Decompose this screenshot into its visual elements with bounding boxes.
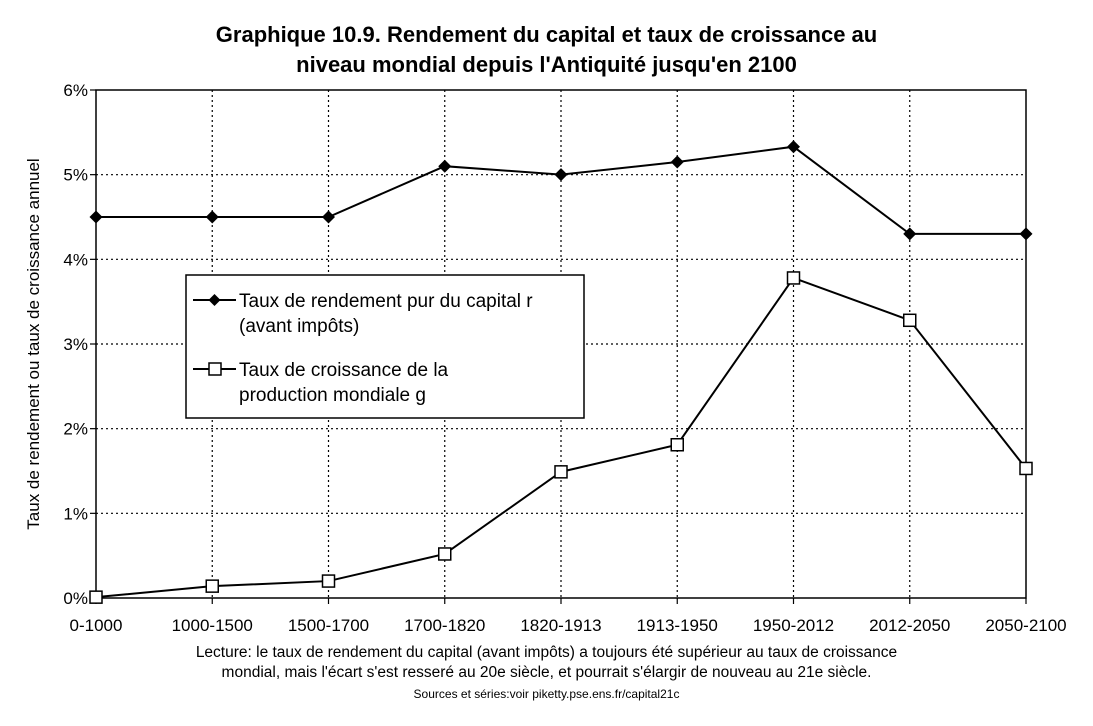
x-tick-label: 2050-2100 (985, 616, 1066, 635)
data-point-diamond (322, 210, 335, 224)
y-tick-label: 6% (63, 81, 88, 100)
y-tick-label: 5% (63, 166, 88, 185)
data-point-diamond (438, 159, 452, 173)
y-tick-label: 3% (63, 335, 88, 354)
y-tick-label: 2% (63, 420, 88, 439)
legend-label-r-line-2: (avant impôts) (239, 316, 359, 337)
x-tick-label: 1913-1950 (637, 616, 718, 635)
legend-label-g-line-2: production mondiale g (239, 385, 426, 406)
chart-title-line-1: Graphique 10.9. Rendement du capital et … (215, 22, 878, 47)
legend-marker-g (208, 362, 222, 376)
y-axis-ticks: 0% 1% 2% 3% 4% 5% 6% (63, 81, 96, 608)
legend-label-r-line-1: Taux de rendement pur du capital r (239, 291, 533, 312)
reading-note: Lecture: le taux de rendement du capital… (0, 643, 1093, 683)
x-tick-label: 1820-1913 (520, 616, 601, 635)
data-point-square (1019, 461, 1033, 476)
x-tick-label: 2012-2050 (869, 616, 950, 635)
x-tick-label: 0-1000 (70, 616, 123, 635)
data-point-diamond (205, 210, 219, 224)
data-point-square (89, 590, 103, 604)
data-point-square (321, 574, 336, 588)
data-point-square (670, 438, 684, 452)
legend-label-g-line-1: Taux de croissance de la (239, 360, 449, 381)
chart-title-line-2: niveau mondial depuis l'Antiquité jusqu'… (296, 52, 797, 77)
data-point-diamond (903, 227, 917, 241)
y-tick-label: 4% (63, 250, 88, 269)
reading-note-line-2: mondial, mais l'écart s'est resseré au 2… (221, 664, 872, 681)
x-tick-label: 1950-2012 (753, 616, 834, 635)
legend-box (185, 274, 585, 419)
series-growth-rate (89, 271, 1033, 604)
x-axis-ticks: 0-1000 1000-1500 1500-1700 1700-1820 1820-19… (70, 598, 1067, 635)
data-point-diamond (787, 140, 800, 154)
x-tick-label: 1500-1700 (288, 616, 369, 635)
series-capital-return (89, 140, 1033, 241)
chart-title: Graphique 10.9. Rendement du capital et … (0, 20, 1093, 80)
data-point-square (205, 579, 219, 593)
data-point-square (903, 313, 917, 328)
data-point-square (554, 465, 568, 479)
data-point-diamond (670, 155, 684, 169)
data-point-diamond (1019, 227, 1033, 241)
legend-marker-r (208, 294, 221, 306)
reading-note-line-1: Lecture: le taux de rendement du capital… (195, 644, 898, 661)
x-tick-label: 1700-1820 (404, 616, 485, 635)
legend: Taux de rendement pur du capital r (avan… (185, 274, 585, 419)
data-point-square (438, 547, 452, 561)
source-note: Sources et séries:voir piketty.pse.ens.f… (413, 687, 680, 701)
x-tick-label: 1000-1500 (172, 616, 253, 635)
y-tick-label: 1% (63, 504, 88, 523)
data-point-square (786, 271, 801, 285)
y-tick-label: 0% (63, 589, 88, 608)
data-point-diamond (89, 210, 103, 224)
data-point-diamond (554, 168, 568, 182)
y-axis-label: Taux de rendement ou taux de croissance … (24, 158, 43, 529)
